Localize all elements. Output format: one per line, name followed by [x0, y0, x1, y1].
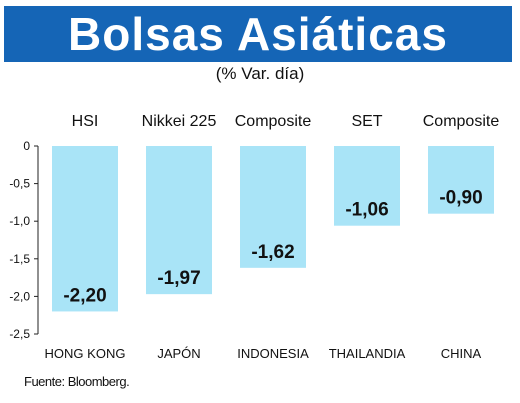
bar: [52, 146, 118, 312]
source-note: Fuente: Bloomberg.: [24, 374, 130, 389]
y-tick-label: -1,5: [9, 252, 30, 266]
bar-value-label: -1,06: [345, 200, 388, 221]
x-category-label: THAILANDIA: [329, 346, 406, 361]
index-label: SET: [351, 113, 382, 130]
title-banner: Bolsas Asiáticas: [4, 6, 512, 62]
bar: [334, 146, 400, 226]
bar-value-label: -1,97: [157, 268, 200, 289]
y-tick-label: -0,5: [9, 177, 30, 191]
index-label: Nikkei 225: [142, 113, 217, 130]
bar: [428, 146, 494, 214]
index-label: Composite: [423, 113, 500, 130]
bar-value-label: -0,90: [439, 188, 482, 209]
y-tick-label: -1,0: [9, 214, 30, 228]
index-label: Composite: [235, 113, 312, 130]
chart-subtitle: (% Var. día): [215, 64, 305, 83]
chart-title: Bolsas Asiáticas: [68, 8, 448, 60]
bar-value-label: -2,20: [63, 285, 106, 306]
x-category-label: INDONESIA: [237, 346, 309, 361]
y-tick-label: 0: [23, 139, 30, 153]
x-category-label: HONG KONG: [45, 346, 126, 361]
y-tick-label: -2,5: [9, 327, 30, 341]
x-category-label: JAPÓN: [157, 346, 200, 361]
y-tick-label: -2,0: [9, 289, 30, 303]
bar: [146, 146, 212, 295]
bar-value-label: -1,62: [251, 242, 294, 263]
x-category-label: CHINA: [441, 346, 482, 361]
index-label: HSI: [72, 113, 99, 130]
bar: [240, 146, 306, 268]
